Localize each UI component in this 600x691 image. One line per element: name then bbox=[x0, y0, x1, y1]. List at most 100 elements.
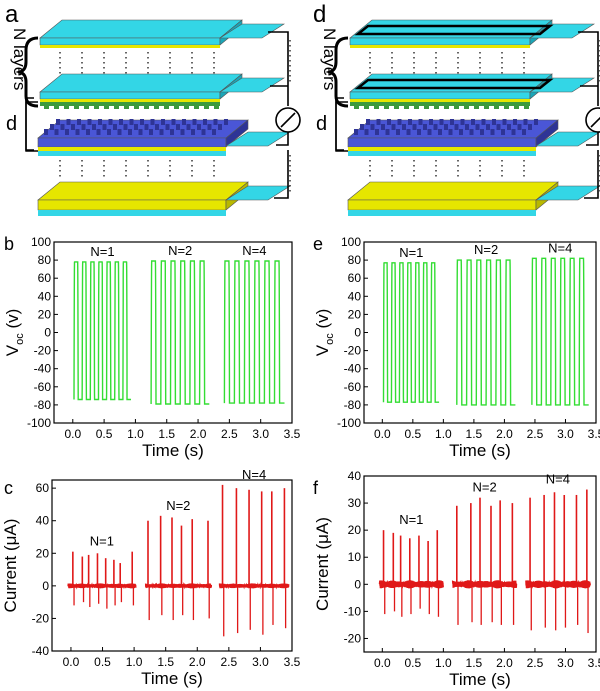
blue-pillar bbox=[218, 124, 222, 130]
blue-pillar bbox=[92, 124, 96, 130]
layer2-nub bbox=[204, 106, 209, 109]
blue-pillar bbox=[207, 124, 212, 130]
blue-pillar bbox=[448, 129, 453, 135]
x-axis-label: Time (s) bbox=[142, 441, 204, 460]
chart-b: 0.0 0.5 1.0 1.5 2.0 2.5 3.0 3.5 -100 -80 -60 -40 -20… bbox=[3, 235, 301, 460]
blue-layer-side bbox=[225, 119, 249, 148]
blue-pillar bbox=[65, 129, 69, 135]
blue-pillar bbox=[381, 124, 385, 130]
layer1-front bbox=[39, 37, 221, 46]
blue-pillar bbox=[450, 119, 454, 125]
blue-pillar bbox=[528, 124, 532, 130]
blue-pillar bbox=[108, 119, 113, 125]
y-axis-label-main: V bbox=[3, 344, 22, 356]
blue-pillar bbox=[501, 129, 505, 135]
layer2-nub bbox=[74, 106, 79, 109]
panel-b-letter: b bbox=[4, 234, 14, 254]
blue-pillar bbox=[391, 124, 396, 130]
x-tick-label: 1.5 bbox=[466, 427, 483, 441]
layer2-nub bbox=[154, 106, 159, 109]
blue-pillar bbox=[523, 119, 528, 125]
blue-pillar bbox=[102, 124, 107, 130]
x-tick-label: 2.0 bbox=[496, 656, 513, 670]
y-tick-label: 30 bbox=[348, 496, 362, 510]
layer2-nub bbox=[354, 106, 359, 109]
y-axis-label: Current (μA) bbox=[313, 517, 332, 611]
y-tick-label: -20 bbox=[32, 611, 50, 625]
series-annotation: N=1 bbox=[90, 244, 114, 259]
blue-pillar bbox=[423, 124, 427, 130]
layer2-green-film bbox=[40, 102, 220, 106]
x-tick-label: 0.0 bbox=[374, 427, 391, 441]
voltage-trace-N=1 bbox=[73, 261, 131, 401]
blue-pillar bbox=[191, 129, 195, 135]
blue-pillar bbox=[429, 119, 433, 125]
blue-pillar bbox=[486, 124, 490, 130]
blue-pillar bbox=[140, 119, 144, 125]
y-axis-label: Current (μA) bbox=[1, 519, 20, 613]
layer2-front bbox=[349, 91, 531, 100]
plot-frame bbox=[363, 475, 597, 653]
x-tick-label: 1.0 bbox=[126, 655, 143, 669]
blue-pillar bbox=[149, 129, 153, 135]
bottom-tab bbox=[534, 185, 600, 201]
x-tick-label: 2.0 bbox=[496, 427, 513, 441]
layer2-electrode bbox=[350, 99, 530, 102]
blue-pillar bbox=[385, 129, 390, 135]
x-tick-label: 2.5 bbox=[220, 655, 237, 669]
layer2-nub bbox=[84, 106, 89, 109]
blue-pillar bbox=[86, 129, 90, 135]
y-tick-label: 60 bbox=[36, 481, 50, 495]
blue-pillar bbox=[459, 129, 463, 135]
blue-pillar bbox=[397, 119, 402, 125]
layer2-nub bbox=[374, 106, 379, 109]
blue-pillar bbox=[427, 129, 432, 135]
blue-pillar bbox=[60, 124, 65, 130]
blue-pillar bbox=[481, 119, 486, 125]
layer2-nub bbox=[144, 106, 149, 109]
blue-pillar bbox=[213, 119, 218, 125]
layer2-nub bbox=[414, 106, 419, 109]
blue-pillar bbox=[144, 124, 149, 130]
x-axis-label: Time (s) bbox=[449, 441, 511, 460]
blue-pillar bbox=[360, 124, 364, 130]
blue-pillar bbox=[134, 124, 138, 130]
blue-electrode bbox=[38, 147, 226, 151]
blue-pillar bbox=[439, 119, 444, 125]
y-tick-label: 40 bbox=[38, 289, 52, 303]
blue-pillar bbox=[534, 119, 538, 125]
layer2-nub bbox=[44, 106, 49, 109]
y-tick-label: -20 bbox=[344, 631, 362, 645]
blue-pillar bbox=[155, 124, 159, 130]
panel-a-letter: a bbox=[5, 1, 19, 28]
blue-pillar bbox=[161, 119, 165, 125]
voltage-trace-N=2 bbox=[456, 259, 516, 406]
blue-pillar bbox=[197, 124, 201, 130]
layer2-nub bbox=[54, 106, 59, 109]
blue-pillar bbox=[66, 119, 71, 125]
blue-pillar bbox=[469, 129, 474, 135]
y-tick-label: -80 bbox=[344, 398, 362, 412]
blue-pillar bbox=[113, 124, 117, 130]
layer2-nub bbox=[504, 106, 509, 109]
series-annotation: N=4 bbox=[242, 467, 266, 482]
layer2-nub bbox=[404, 106, 409, 109]
series-annotation: N=2 bbox=[474, 242, 498, 257]
y-tick-label: 20 bbox=[348, 307, 362, 321]
blue-layer-side bbox=[535, 119, 559, 148]
left-wire bbox=[335, 101, 348, 152]
y-axis-label-main: V bbox=[313, 344, 332, 356]
x-tick-label: 3.5 bbox=[588, 656, 600, 670]
layer2-nub bbox=[124, 106, 129, 109]
blue-pillar bbox=[412, 124, 417, 130]
blue-tab bbox=[534, 131, 600, 147]
x-tick-label: 1.5 bbox=[466, 656, 483, 670]
schematic-d: d N layers d bbox=[313, 1, 600, 216]
layer2-nub bbox=[104, 106, 109, 109]
blue-electrode bbox=[348, 147, 536, 151]
layer2-nub bbox=[454, 106, 459, 109]
layer2-green-film bbox=[350, 102, 530, 106]
y-axis-label-unit: (v) bbox=[3, 309, 22, 334]
series-annotation: N=4 bbox=[242, 243, 266, 258]
